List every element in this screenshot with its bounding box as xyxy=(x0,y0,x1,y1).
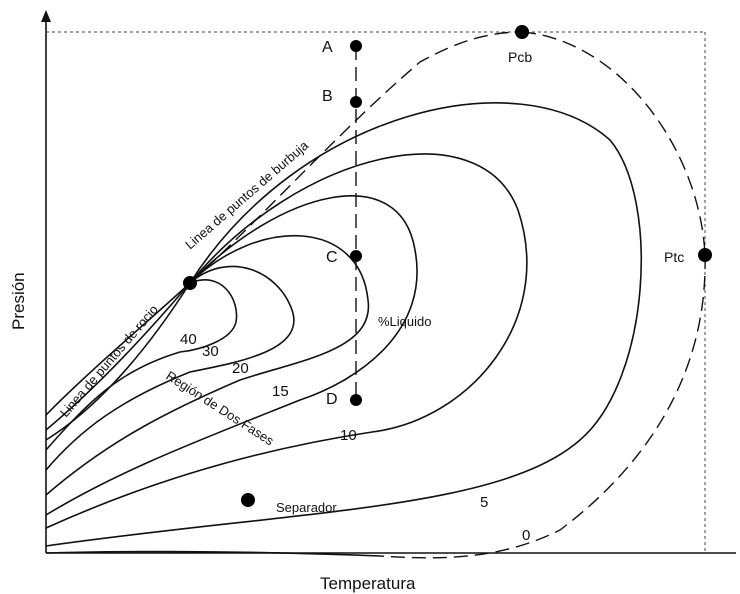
dew-fan-line xyxy=(45,282,191,431)
quality-line-15 xyxy=(45,195,418,516)
points xyxy=(183,25,712,507)
quality-label-15: 15 xyxy=(272,383,289,400)
pcb-marker xyxy=(515,25,529,39)
separador-marker xyxy=(241,493,255,507)
dew-fan-line xyxy=(45,282,191,416)
y-axis-label: Presión xyxy=(9,272,28,330)
point-c-label: C xyxy=(326,249,338,266)
two-phase-region-label: Región de Dos Fases xyxy=(163,368,277,449)
separador-label: Separador xyxy=(276,500,337,515)
axes xyxy=(41,10,736,554)
guide-lines xyxy=(46,31,706,553)
quality-label-10: 10 xyxy=(340,427,357,444)
dew-point-line-label: Linea de puntos de rocio xyxy=(57,302,161,420)
point-b-label: B xyxy=(322,88,333,105)
quality-line-5 xyxy=(45,102,643,547)
quality-label-20: 20 xyxy=(232,360,249,377)
liquid-percent-label: %Liquido xyxy=(378,314,432,329)
point-d-marker xyxy=(350,394,362,406)
envelope-upper-right xyxy=(521,31,706,256)
envelope-lower-right xyxy=(379,254,706,559)
quality-label-30: 30 xyxy=(202,343,219,360)
quality-line-40 xyxy=(45,279,238,451)
phase-envelope xyxy=(45,31,706,559)
dew-point-fan xyxy=(45,282,191,441)
quality-label-0: 0 xyxy=(522,527,530,544)
quality-label-40: 40 xyxy=(180,331,197,348)
quality-line-10 xyxy=(45,153,528,529)
point-d-label: D xyxy=(326,391,338,408)
quality-line-0 xyxy=(45,550,381,557)
ptc-label: Ptc xyxy=(664,249,684,265)
quality-labels: 40 30 20 15 10 5 0 xyxy=(180,331,530,544)
quality-lines xyxy=(45,102,643,547)
quality-line-30 xyxy=(45,265,295,471)
quality-label-5: 5 xyxy=(480,494,488,511)
point-b-marker xyxy=(350,96,362,108)
critical-point-marker xyxy=(183,276,197,290)
y-axis-arrow xyxy=(41,10,51,22)
bubble-point-curve xyxy=(189,31,523,284)
dew-fan-line xyxy=(45,282,191,441)
point-a-marker xyxy=(350,40,362,52)
point-a-label: A xyxy=(322,39,333,56)
quality-line-20 xyxy=(45,234,370,496)
pcb-label: Pcb xyxy=(508,49,532,65)
x-axis-label: Temperatura xyxy=(320,574,416,593)
ptc-marker xyxy=(698,248,712,262)
point-labels: A B C D Pcb Ptc Separador xyxy=(276,39,684,515)
point-c-marker xyxy=(350,250,362,262)
curve-labels: Linea de puntos de burbuja Linea de punt… xyxy=(57,137,432,449)
